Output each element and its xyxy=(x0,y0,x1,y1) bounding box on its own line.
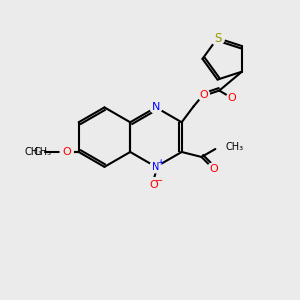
Circle shape xyxy=(150,101,162,113)
Text: O: O xyxy=(209,164,218,174)
Text: +: + xyxy=(157,160,163,166)
Circle shape xyxy=(208,164,218,174)
Text: -: - xyxy=(158,176,160,185)
Circle shape xyxy=(197,88,209,101)
Circle shape xyxy=(150,161,162,173)
Text: O: O xyxy=(209,164,218,174)
Text: CH₃: CH₃ xyxy=(225,142,243,152)
Text: O: O xyxy=(228,94,237,103)
Circle shape xyxy=(151,102,161,112)
Text: O: O xyxy=(199,89,208,100)
Circle shape xyxy=(147,178,161,192)
Circle shape xyxy=(207,163,219,175)
Circle shape xyxy=(58,146,69,158)
Text: S: S xyxy=(214,32,221,45)
Text: O: O xyxy=(150,180,158,190)
Circle shape xyxy=(212,32,224,44)
Text: N: N xyxy=(152,102,160,112)
Text: O: O xyxy=(228,94,237,103)
Text: S: S xyxy=(214,33,221,43)
Text: N: N xyxy=(152,102,160,112)
Text: O: O xyxy=(150,180,158,190)
Text: O: O xyxy=(59,147,68,157)
Text: CH₃: CH₃ xyxy=(25,147,43,157)
Text: −: − xyxy=(155,176,163,186)
Circle shape xyxy=(211,31,224,45)
Circle shape xyxy=(61,146,73,158)
Text: N: N xyxy=(152,102,160,112)
Circle shape xyxy=(199,90,208,100)
Text: N: N xyxy=(152,162,160,172)
Circle shape xyxy=(147,178,161,192)
Text: O: O xyxy=(62,147,71,157)
Circle shape xyxy=(226,92,238,104)
Text: CH₃: CH₃ xyxy=(34,147,52,157)
Circle shape xyxy=(227,94,237,103)
Text: O: O xyxy=(62,147,71,157)
Circle shape xyxy=(150,161,162,173)
Text: N: N xyxy=(152,162,160,172)
Text: +: + xyxy=(158,158,164,167)
Text: O: O xyxy=(199,89,208,100)
Circle shape xyxy=(60,146,73,158)
